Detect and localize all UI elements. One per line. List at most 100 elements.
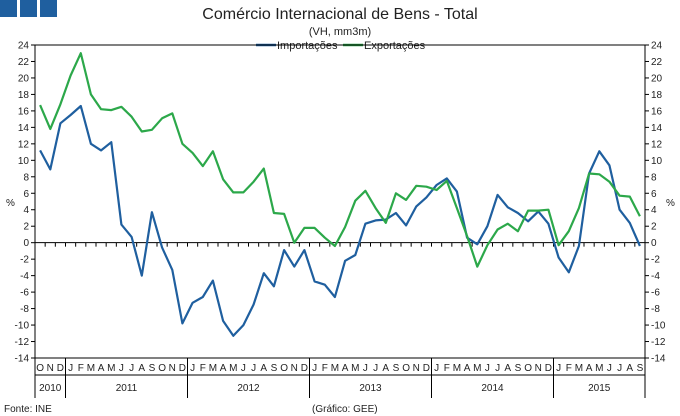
x-tick-label: F [322, 363, 328, 374]
y-tick-label-right: 0 [651, 238, 657, 249]
x-tick-label: J [251, 363, 256, 374]
x-tick-label: M [473, 363, 481, 374]
y-tick-label-left: -6 [20, 288, 29, 299]
logo-square-3 [40, 0, 57, 17]
y-tick-label-right: 22 [651, 57, 663, 68]
x-tick-label: J [556, 363, 561, 374]
footer-source: Fonte: INE [4, 404, 52, 415]
y-tick-label-left: 2 [23, 222, 29, 233]
axes: -14 -14-12 -12-10 -10-8 -8-6 -6-4 -4-2 -20 02 24 4… [15, 41, 666, 398]
x-tick-label: J [119, 363, 124, 374]
legend: Importações Exportações [256, 40, 426, 52]
y-tick-label-right: 12 [651, 139, 663, 150]
x-tick-label: S [271, 363, 278, 374]
x-tick-label: J [312, 363, 317, 374]
x-tick-label: M [229, 363, 237, 374]
logo-square-2 [20, 0, 37, 17]
x-tick-label: J [241, 363, 246, 374]
y-tick-label-right: 20 [651, 73, 663, 84]
x-tick-label: M [107, 363, 115, 374]
y-tick-label-left: -2 [20, 255, 29, 266]
x-tick-label: J [363, 363, 368, 374]
y-tick-label-right: 16 [651, 106, 663, 117]
x-tick-label: J [68, 363, 73, 374]
x-tick-label: J [495, 363, 500, 374]
x-tick-label: D [301, 363, 308, 374]
x-tick-label: J [485, 363, 490, 374]
x-tick-label: A [220, 363, 227, 374]
x-tick-label: M [595, 363, 603, 374]
x-tick-label: F [200, 363, 206, 374]
y-tick-label-right: -10 [651, 321, 666, 332]
y-tick-label-left: 16 [18, 106, 30, 117]
y-tick-label-left: 14 [18, 123, 30, 134]
series-line-exportacoes [39, 52, 641, 268]
year-label: 2015 [588, 383, 611, 394]
x-tick-label: J [190, 363, 195, 374]
y-tick-label-right: 24 [651, 41, 663, 52]
x-tick-label: A [342, 363, 349, 374]
y-tick-label-left: -8 [20, 304, 29, 315]
year-label: 2010 [39, 383, 62, 394]
x-tick-label: S [515, 363, 522, 374]
y-tick-label-left: 0 [23, 238, 29, 249]
x-tick-label: A [586, 363, 593, 374]
y-tick-label-left: 18 [18, 90, 30, 101]
x-tick-label: S [637, 363, 644, 374]
x-tick-label: D [545, 363, 552, 374]
footer-credit: (Gráfico: GEE) [312, 404, 378, 415]
year-label: 2011 [116, 383, 138, 394]
x-tick-label: A [260, 363, 267, 374]
y-tick-label-left: 10 [18, 156, 30, 167]
y-tick-label-right: 4 [651, 205, 657, 216]
x-tick-label: O [524, 363, 532, 374]
x-tick-label: J [434, 363, 439, 374]
x-tick-label: N [169, 363, 176, 374]
y-tick-label-left: 24 [18, 41, 30, 52]
x-tick-label: J [607, 363, 612, 374]
chart-subtitle: (VH, mm3m) [309, 26, 371, 38]
y-axis-label-left: % [6, 198, 15, 209]
x-tick-label: N [535, 363, 542, 374]
y-tick-label-right: -12 [651, 337, 666, 348]
y-tick-label-left: -12 [15, 337, 30, 348]
chart-title: Comércio Internacional de Bens - Total [202, 6, 477, 23]
x-tick-label: A [138, 363, 145, 374]
year-label: 2013 [359, 383, 382, 394]
x-tick-label: F [78, 363, 84, 374]
x-tick-label: O [36, 363, 44, 374]
x-tick-label: J [373, 363, 378, 374]
y-tick-label-left: 6 [23, 189, 29, 200]
year-label: 2014 [481, 383, 504, 394]
series-line-importacoes [39, 104, 641, 337]
x-tick-label: M [575, 363, 583, 374]
x-tick-label: S [149, 363, 156, 374]
y-tick-label-left: 8 [23, 172, 29, 183]
x-tick-label: O [280, 363, 288, 374]
y-tick-label-left: 4 [23, 205, 29, 216]
y-axis-label-right: % [666, 198, 675, 209]
x-tick-label: A [504, 363, 511, 374]
y-tick-label-left: -10 [15, 321, 30, 332]
x-tick-label: D [423, 363, 430, 374]
x-tick-label: M [87, 363, 95, 374]
y-tick-label-left: 12 [18, 139, 30, 150]
y-tick-label-right: 18 [651, 90, 663, 101]
x-tick-label: M [453, 363, 461, 374]
y-tick-label-right: 2 [651, 222, 657, 233]
x-tick-label: A [626, 363, 633, 374]
x-tick-label: O [158, 363, 166, 374]
x-tick-label: O [402, 363, 410, 374]
x-tick-label: A [382, 363, 389, 374]
y-tick-label-left: -4 [20, 271, 29, 282]
x-tick-label: D [179, 363, 186, 374]
legend-label-exportacoes: Exportações [364, 40, 426, 52]
x-tick-label: N [47, 363, 54, 374]
legend-label-importacoes: Importações [277, 40, 338, 52]
x-tick-label: S [393, 363, 400, 374]
x-tick-label: M [331, 363, 339, 374]
x-tick-label: M [351, 363, 359, 374]
x-tick-label: N [291, 363, 298, 374]
x-tick-label: F [444, 363, 450, 374]
y-tick-label-right: 8 [651, 172, 657, 183]
